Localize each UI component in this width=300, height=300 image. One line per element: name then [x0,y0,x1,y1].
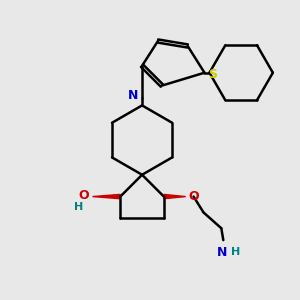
Text: O: O [189,190,199,203]
Text: S: S [208,68,217,81]
Text: N: N [128,89,138,102]
Text: -: - [232,245,236,255]
Text: H: H [74,202,83,212]
Polygon shape [164,194,186,199]
Polygon shape [92,194,120,199]
Text: H: H [231,247,241,257]
Text: N: N [217,246,227,259]
Text: O: O [78,189,88,202]
